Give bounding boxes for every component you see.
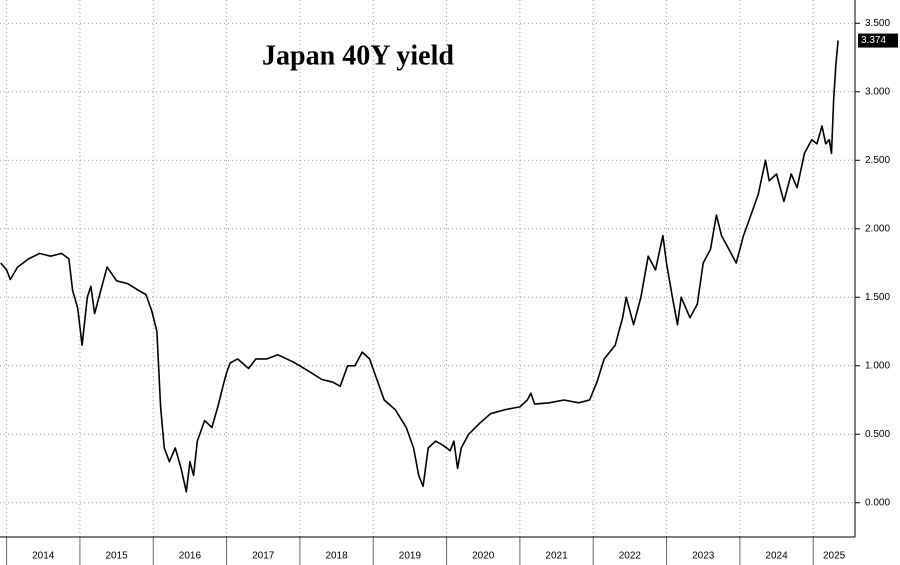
x-tick-label: 2016	[179, 551, 202, 562]
x-tick-label: 2017	[252, 551, 275, 562]
y-tick-label: 0.000	[865, 497, 890, 508]
last-value-box	[858, 33, 898, 48]
y-tick-label: 1.000	[865, 360, 890, 371]
x-tick-label: 2014	[32, 551, 55, 562]
x-tick-label: 2020	[472, 551, 495, 562]
y-tick-label: 3.000	[865, 86, 890, 97]
x-tick-label: 2019	[399, 551, 422, 562]
chart-title: Japan 40Y yield	[262, 40, 454, 71]
y-tick-label: 1.500	[865, 292, 890, 303]
x-tick-label: 2024	[765, 551, 788, 562]
x-tick-label: 2023	[692, 551, 715, 562]
x-tick-label: 2025	[823, 551, 846, 562]
x-tick-label: 2018	[325, 551, 348, 562]
last-value-label: 3.374	[861, 35, 886, 46]
x-tick-label: 2022	[619, 551, 642, 562]
line	[0, 40, 839, 493]
x-tick-label: 2015	[105, 551, 128, 562]
x-tick-label: 2021	[545, 551, 568, 562]
y-tick-label: 2.000	[865, 223, 890, 234]
y-tick-label: 3.500	[865, 18, 890, 29]
y-tick-label: 0.500	[865, 429, 890, 440]
y-tick-label: 2.500	[865, 155, 890, 166]
